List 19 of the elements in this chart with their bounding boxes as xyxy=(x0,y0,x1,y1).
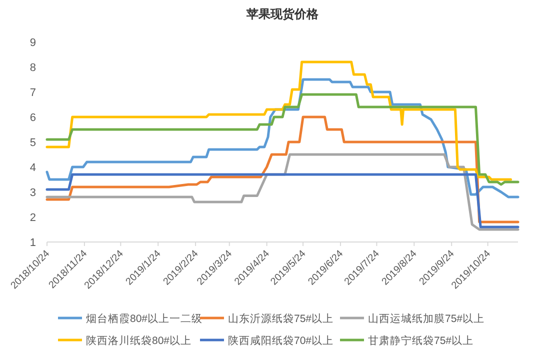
y-tick-label: 3 xyxy=(30,187,36,199)
y-tick-label: 5 xyxy=(30,137,36,149)
y-tick-label: 2 xyxy=(30,212,36,224)
legend-label: 甘肃静宁纸袋75#以上 xyxy=(368,334,474,347)
y-tick-label: 1 xyxy=(30,237,36,249)
chart-title: 苹果现货价格 xyxy=(246,7,320,21)
y-tick-label: 4 xyxy=(30,162,36,174)
y-tick-label: 7 xyxy=(30,87,36,99)
legend-label: 陕西洛川纸袋80#以上 xyxy=(86,334,192,347)
legend-label: 山西运城纸加膜75#以上 xyxy=(368,312,485,325)
line-series xyxy=(46,116,520,224)
line-series xyxy=(46,153,520,231)
line-series xyxy=(46,93,520,186)
line-series xyxy=(46,60,512,181)
y-tick-label: 8 xyxy=(30,62,36,74)
y-tick-label: 6 xyxy=(30,112,36,124)
y-tick-label: 9 xyxy=(30,37,36,49)
legend-label: 山东沂源纸袋75#以上 xyxy=(228,312,334,325)
legend-label: 陕西咸阳纸袋70#以上 xyxy=(228,334,334,347)
